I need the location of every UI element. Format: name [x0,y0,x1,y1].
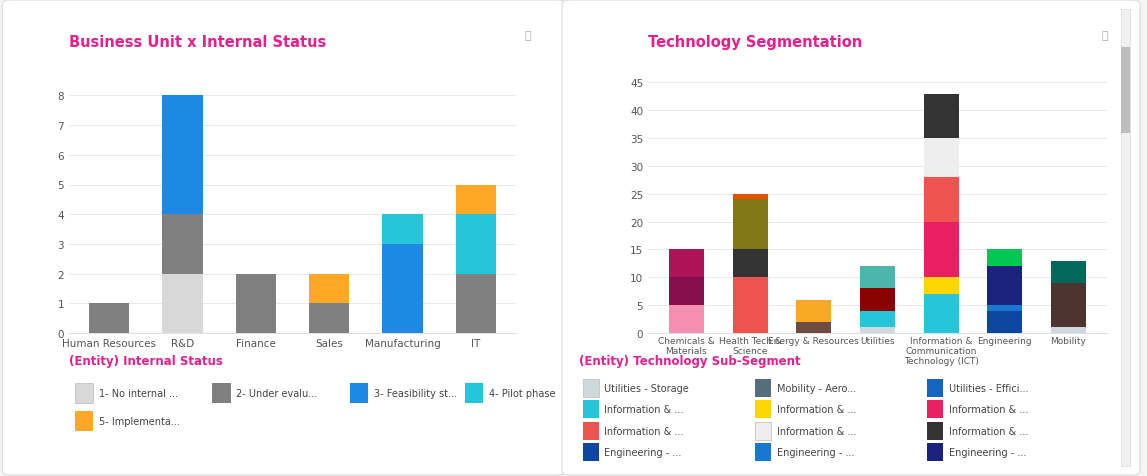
Bar [923,139,959,178]
Bar [309,274,350,304]
Text: 2- Under evalu...: 2- Under evalu... [236,388,318,397]
Text: Information & ...: Information & ... [604,405,684,414]
Bar [382,244,422,333]
Bar [455,274,496,333]
Bar [1051,261,1086,283]
Bar [669,250,704,278]
Text: Technology Segmentation: Technology Segmentation [648,35,863,50]
Bar [923,222,959,278]
Text: ⤢: ⤢ [524,31,531,41]
Text: 3- Feasibility st...: 3- Feasibility st... [374,388,457,397]
Bar [163,215,203,274]
Text: Engineering - ...: Engineering - ... [949,447,1025,457]
Bar [923,94,959,139]
Bar [455,185,496,215]
Text: 4- Pilot phase: 4- Pilot phase [489,388,555,397]
Bar [309,304,350,333]
Bar [923,294,959,333]
Bar [860,289,895,311]
Bar [860,267,895,289]
Text: Engineering - ...: Engineering - ... [604,447,681,457]
Bar [455,215,496,274]
Text: Engineering - ...: Engineering - ... [777,447,853,457]
Text: Utilities - Effici...: Utilities - Effici... [949,383,1028,393]
Bar [733,200,767,250]
Bar [669,306,704,333]
Bar [860,311,895,327]
Bar [733,250,767,278]
Text: Mobility - Aero...: Mobility - Aero... [777,383,856,393]
Bar [1051,283,1086,327]
Bar [988,267,1022,306]
Text: Utilities - Storage: Utilities - Storage [604,383,689,393]
Text: Information & ...: Information & ... [777,405,856,414]
Bar [988,250,1022,267]
Bar [988,311,1022,333]
Text: (Entity) Internal Status: (Entity) Internal Status [69,355,223,367]
Bar [382,215,422,244]
Bar [796,300,832,322]
Text: 1- No internal ...: 1- No internal ... [99,388,178,397]
Bar [89,304,130,333]
Bar [923,278,959,294]
Bar [1051,327,1086,333]
Text: (Entity) Technology Sub-Segment: (Entity) Technology Sub-Segment [579,355,801,367]
Bar [163,274,203,333]
Bar [923,178,959,222]
Text: Information & ...: Information & ... [604,426,684,436]
Text: 5- Implementa...: 5- Implementa... [99,416,180,426]
Bar [988,306,1022,311]
Bar [860,327,895,333]
Text: Business Unit x Internal Status: Business Unit x Internal Status [69,35,326,50]
Bar [796,322,832,333]
Bar [235,274,276,333]
Text: Information & ...: Information & ... [949,405,1028,414]
Bar [163,96,203,215]
Text: Information & ...: Information & ... [949,426,1028,436]
Bar [733,278,767,333]
Bar [733,194,767,200]
Text: Information & ...: Information & ... [777,426,856,436]
Bar [669,278,704,306]
Text: ⤢: ⤢ [1101,31,1108,41]
